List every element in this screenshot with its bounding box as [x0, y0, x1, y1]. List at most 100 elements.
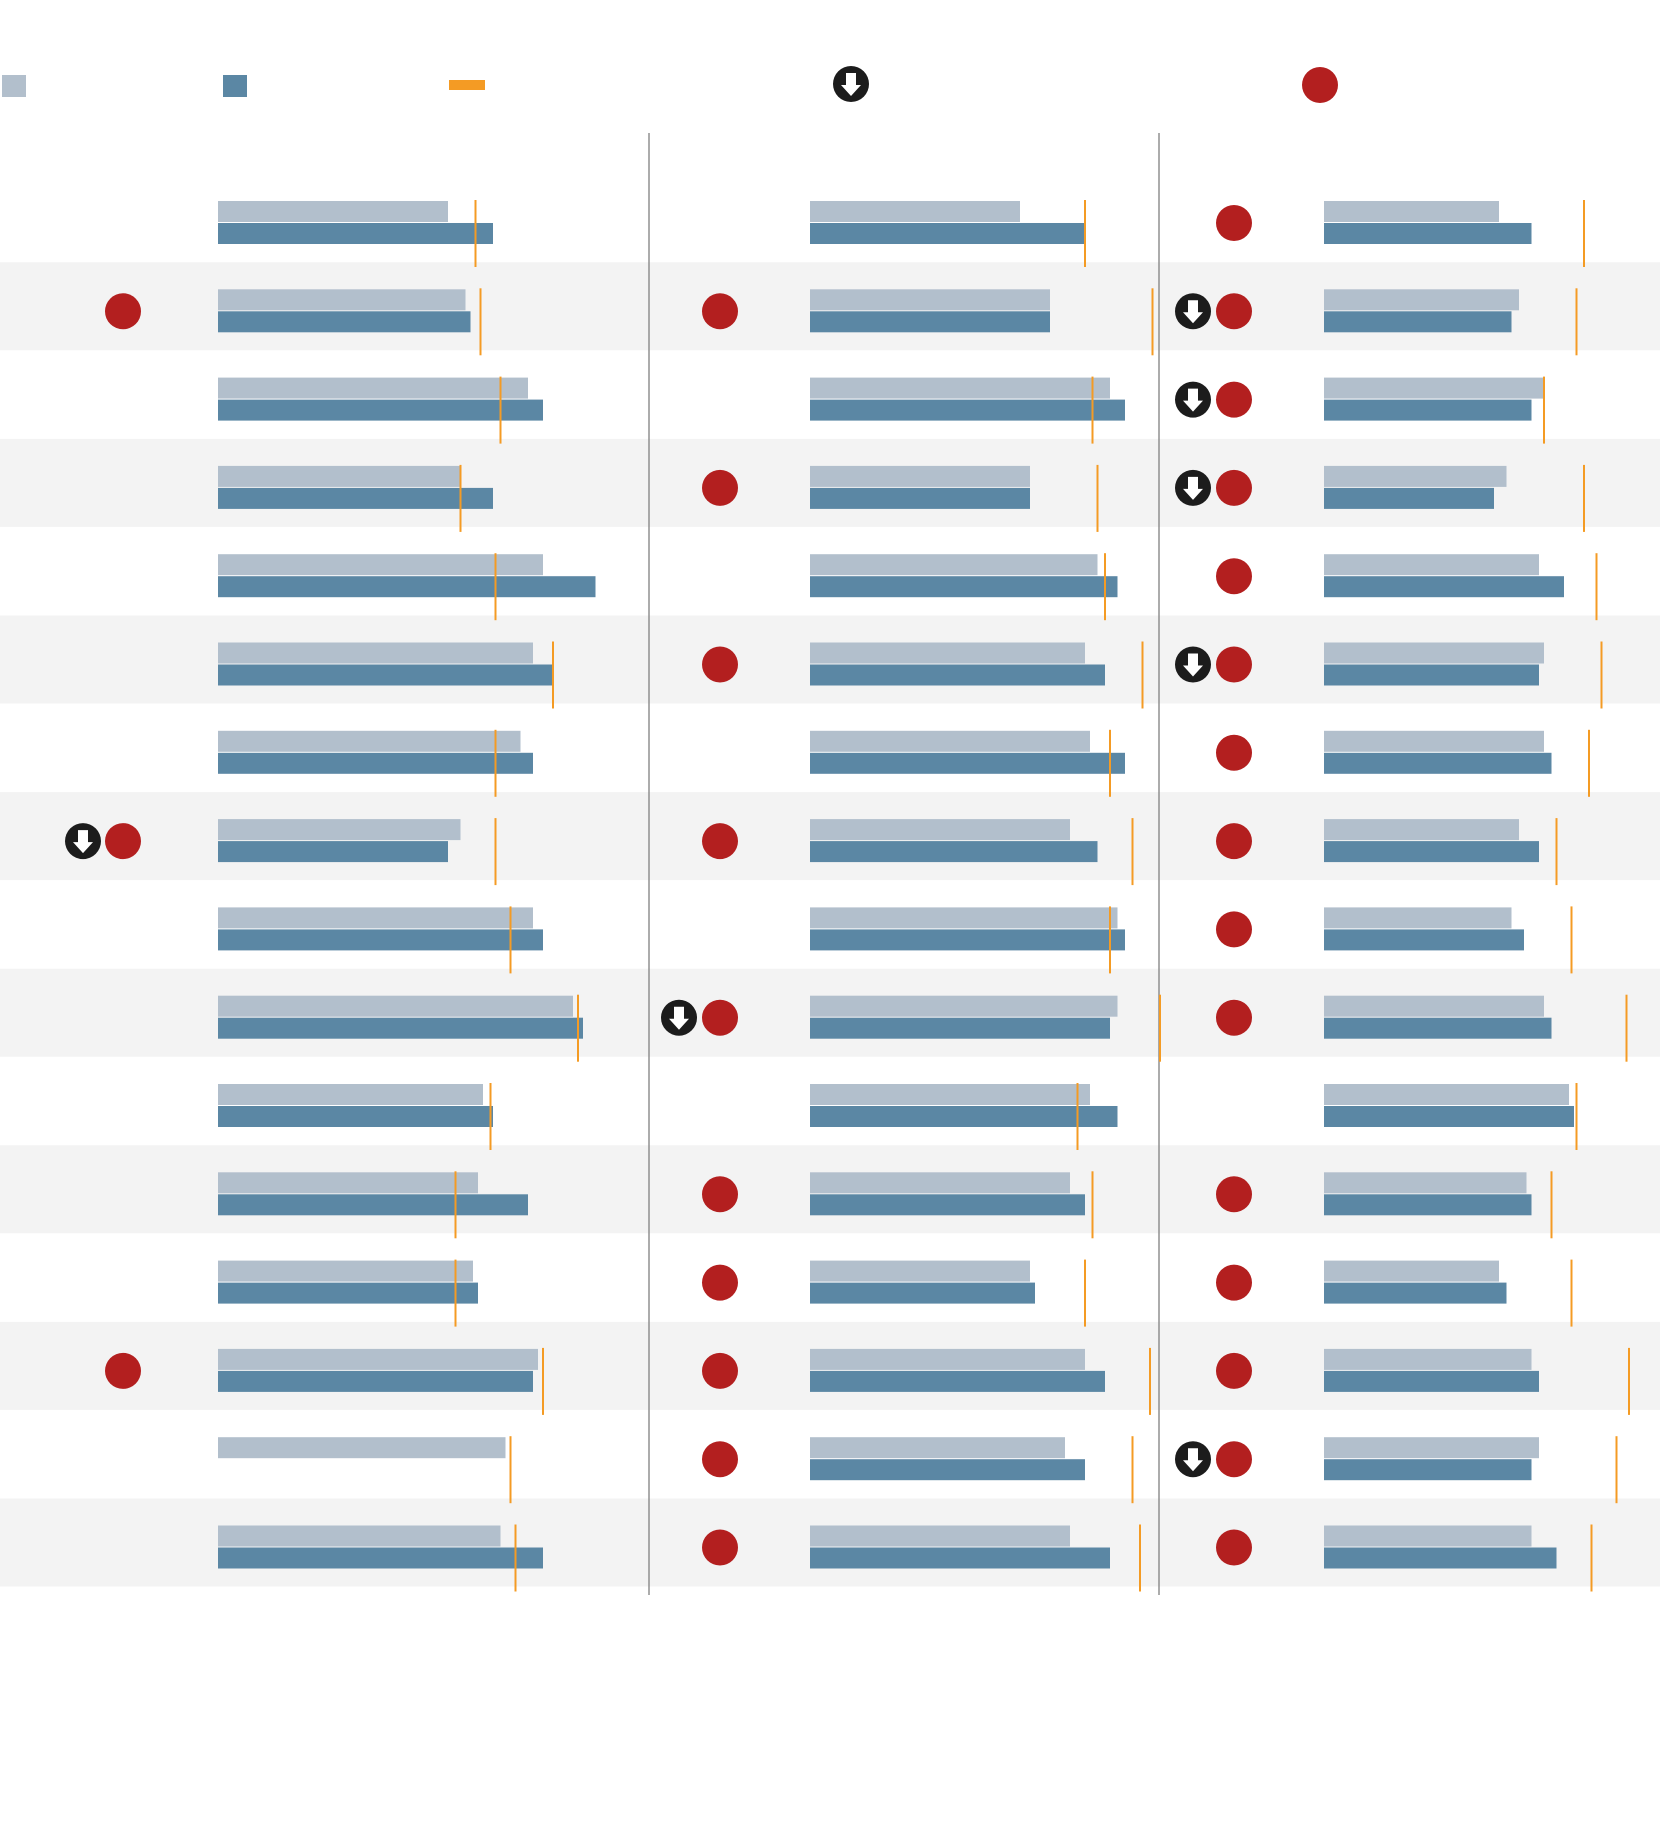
bar-previous	[1324, 289, 1519, 311]
bar-previous	[1324, 1260, 1499, 1282]
bar-previous	[810, 1348, 1085, 1370]
chart-row	[218, 1524, 543, 1592]
bar-previous	[810, 907, 1118, 929]
bar-current	[1324, 664, 1539, 686]
bar-current	[1324, 223, 1532, 244]
bar-current	[1324, 1459, 1532, 1481]
chart-row	[1175, 464, 1585, 532]
bar-current	[218, 576, 596, 598]
bar-current	[810, 576, 1118, 598]
bar-current	[218, 841, 448, 863]
chart-row	[1175, 641, 1603, 709]
bar-previous	[1324, 730, 1544, 752]
chart-row	[218, 1083, 493, 1150]
chart-row	[218, 553, 596, 621]
bar-current	[1324, 311, 1512, 333]
chart-row	[218, 464, 493, 532]
chart-row	[810, 553, 1118, 621]
red-dot-icon	[702, 469, 738, 506]
red-dot-icon	[105, 1352, 141, 1389]
bar-previous	[218, 1437, 506, 1459]
bar-current	[810, 1547, 1110, 1569]
bar-previous	[218, 995, 573, 1017]
chart-row	[1324, 1083, 1578, 1150]
red-dot-icon	[1216, 1441, 1252, 1478]
bar-previous	[218, 1348, 538, 1370]
red-dot-icon	[1216, 469, 1252, 506]
chart-row	[702, 1436, 1134, 1504]
bar-previous	[810, 995, 1118, 1017]
bar-previous	[1324, 907, 1512, 929]
bar-current	[218, 1547, 543, 1569]
bar-previous	[1324, 1172, 1527, 1194]
chart-legend	[2, 66, 1338, 103]
red-dot-icon	[702, 1352, 738, 1389]
bar-current	[1324, 487, 1494, 509]
chart-row	[218, 641, 554, 709]
bar-current	[218, 1282, 478, 1304]
red-dot-icon	[702, 999, 738, 1036]
bar-previous	[810, 819, 1070, 841]
panel-1	[65, 200, 596, 1592]
bar-previous	[1324, 1525, 1532, 1547]
chart-row	[218, 906, 543, 974]
bar-previous	[810, 289, 1050, 311]
bar-current	[1324, 1282, 1507, 1304]
down-arrow-icon	[1175, 381, 1211, 418]
chart-row	[702, 464, 1099, 532]
red-dot-icon	[702, 1441, 738, 1478]
chart-panels	[65, 200, 1630, 1592]
chart-row	[218, 1171, 528, 1239]
bar-previous	[218, 907, 533, 929]
arrow-glyph	[73, 830, 93, 854]
bar-previous	[1324, 554, 1539, 576]
bar-current	[1324, 576, 1564, 598]
bar-current	[810, 311, 1050, 333]
chart-row	[1216, 200, 1585, 267]
chart-row	[218, 376, 543, 444]
bar-previous	[1324, 1084, 1569, 1105]
down-arrow-icon	[1175, 469, 1211, 506]
chart-row	[702, 288, 1154, 356]
red-dot-icon	[1216, 1176, 1252, 1213]
arrow-glyph	[1183, 653, 1203, 677]
bar-current	[1324, 1370, 1539, 1392]
chart-row	[1216, 994, 1628, 1062]
chart-row	[702, 641, 1144, 709]
legend-previous-swatch	[2, 75, 26, 97]
bar-current	[810, 752, 1125, 774]
bar-previous	[810, 1437, 1065, 1459]
bar-previous	[1324, 377, 1544, 399]
bar-previous	[810, 377, 1110, 399]
bar-current	[810, 399, 1125, 421]
bar-current	[218, 1106, 493, 1127]
bar-previous	[810, 465, 1030, 487]
bar-current	[810, 223, 1085, 244]
bar-previous	[218, 1525, 501, 1547]
chart-row	[1216, 1259, 1573, 1327]
arrow-glyph	[1183, 476, 1203, 500]
chart-row	[1175, 376, 1545, 444]
chart-row	[702, 1259, 1086, 1327]
red-dot-icon	[702, 293, 738, 330]
chart-row	[218, 1259, 478, 1327]
bar-previous	[218, 1172, 478, 1194]
red-dot-icon	[1216, 205, 1252, 241]
red-dot-icon	[1216, 999, 1252, 1036]
bar-previous	[1324, 1348, 1532, 1370]
bar-previous	[1324, 995, 1544, 1017]
bar-current	[218, 223, 493, 244]
chart-row	[218, 729, 533, 797]
red-dot-icon	[1216, 646, 1252, 683]
bar-current	[1324, 1106, 1574, 1127]
bar-current	[810, 1194, 1085, 1216]
bar-current	[218, 1017, 583, 1039]
bar-current	[810, 841, 1098, 863]
bar-current	[218, 399, 543, 421]
chart-row	[1216, 553, 1598, 621]
chart-row	[1216, 1524, 1593, 1592]
chart-row	[702, 1171, 1094, 1239]
chart-row	[1216, 1347, 1630, 1415]
arrow-glyph	[841, 73, 861, 96]
